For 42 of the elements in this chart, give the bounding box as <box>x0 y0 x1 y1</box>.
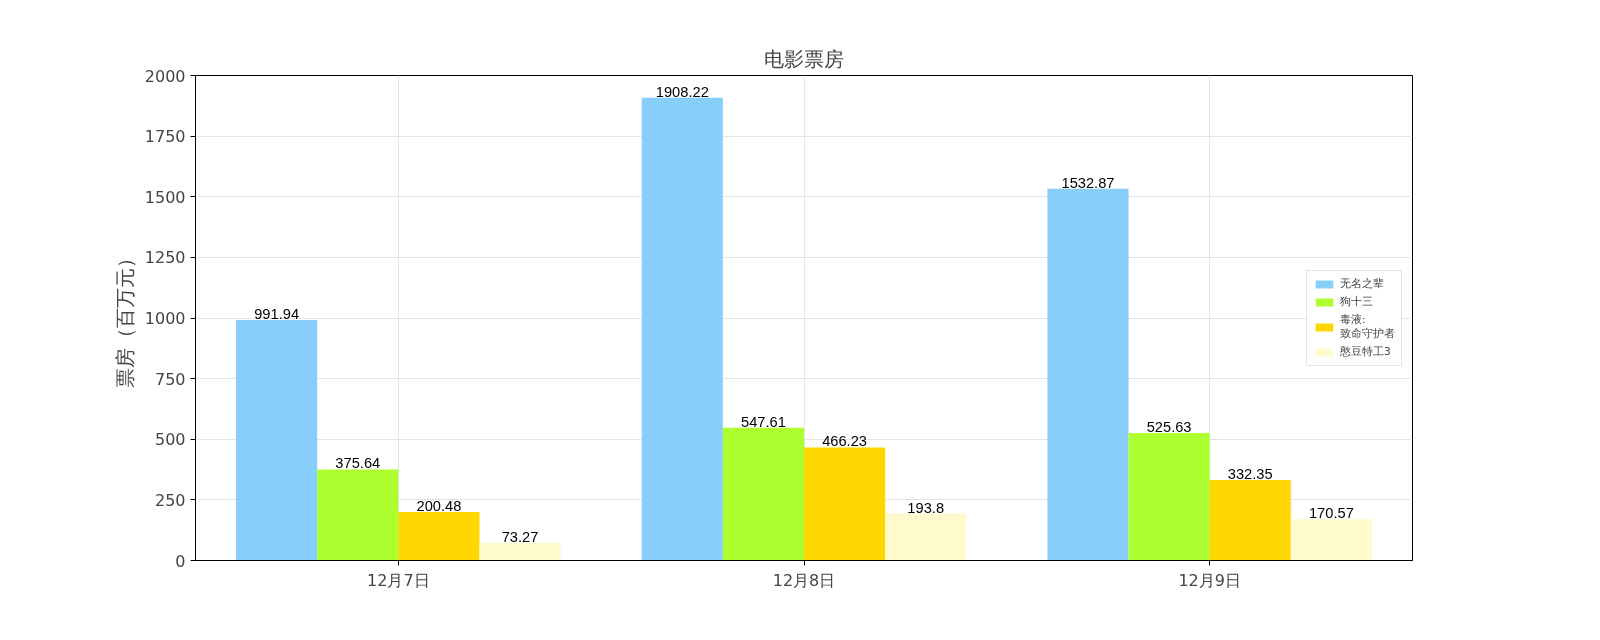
bar <box>722 427 804 561</box>
y-tick-label: 1000 <box>144 309 186 328</box>
x-tick-label: 12月9日 <box>1178 570 1241 590</box>
data-label: 170.57 <box>1308 505 1354 522</box>
y-tick-label: 750 <box>154 369 186 389</box>
y-tick-label: 1500 <box>144 187 186 207</box>
data-label: 991.94 <box>254 305 300 322</box>
y-tick-label: 0 <box>175 551 186 571</box>
y-tick-label: 500 <box>154 430 186 450</box>
bar <box>1047 188 1129 561</box>
x-tick-label: 12月7日 <box>367 570 430 590</box>
data-label: 332.35 <box>1227 465 1273 482</box>
bar <box>641 97 723 561</box>
x-tick-label: 12月8日 <box>772 570 836 590</box>
bar <box>885 513 967 561</box>
data-label: 466.23 <box>822 433 867 450</box>
bar <box>1290 519 1372 561</box>
bar <box>236 319 318 561</box>
y-tick-label: 2000 <box>144 66 186 86</box>
bar <box>317 469 399 561</box>
data-label: 375.64 <box>335 455 381 472</box>
legend-label: 憨豆特工3 <box>1340 344 1391 359</box>
data-label: 200.48 <box>416 497 462 514</box>
y-tick-label: 1250 <box>144 248 186 268</box>
bar <box>1128 433 1210 561</box>
y-tick-label: 250 <box>154 490 186 510</box>
bar <box>1209 479 1291 561</box>
bar <box>398 511 480 561</box>
y-axis-title: 票房（百万元） <box>112 248 137 388</box>
data-label: 1532.87 <box>1061 174 1115 191</box>
legend-label: 狗十三 <box>1340 294 1373 309</box>
data-label: 547.61 <box>741 413 786 430</box>
y-tick-label: 1750 <box>144 127 186 147</box>
legend-label: 无名之辈 <box>1340 276 1384 291</box>
legend-label: 毒液: 致命守护者 <box>1340 312 1395 341</box>
chart-title: 电影票房 <box>764 46 844 71</box>
data-label: 73.27 <box>501 528 539 545</box>
data-label: 193.8 <box>907 499 945 516</box>
data-label: 525.63 <box>1146 419 1192 436</box>
data-label: 1908.22 <box>655 83 709 100</box>
bar <box>479 542 561 561</box>
bar <box>804 447 886 561</box>
